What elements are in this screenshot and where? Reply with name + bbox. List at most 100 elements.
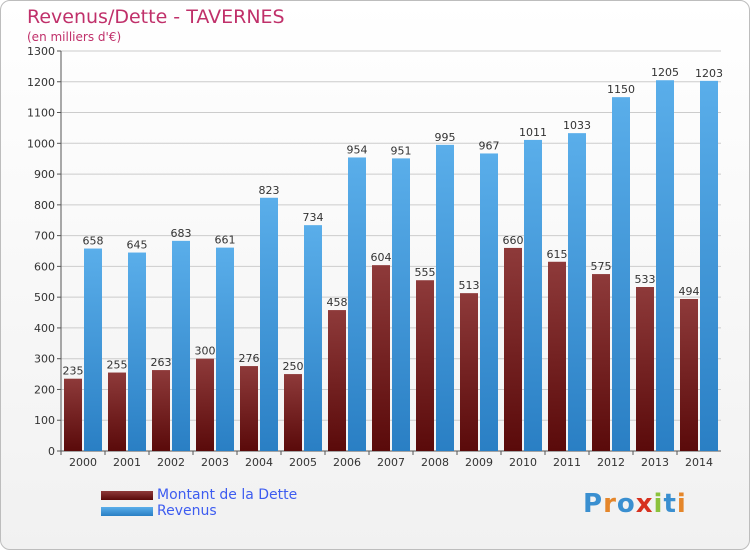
data-label-revenus: 661 xyxy=(215,234,236,247)
data-label-dette: 604 xyxy=(371,251,392,264)
x-tick-label: 2001 xyxy=(113,456,141,469)
bar-dette xyxy=(108,372,126,451)
y-tick-label: 300 xyxy=(34,353,55,366)
data-label-revenus: 658 xyxy=(83,235,104,248)
data-label-dette: 250 xyxy=(283,360,304,373)
x-tick-label: 2006 xyxy=(333,456,361,469)
bar-dette xyxy=(504,247,522,451)
data-label-revenus: 734 xyxy=(303,211,324,224)
y-tick-label: 200 xyxy=(34,383,55,396)
data-label-dette: 494 xyxy=(679,285,700,298)
x-tick-label: 2004 xyxy=(245,456,273,469)
bar-revenus xyxy=(84,248,102,451)
x-tick-label: 2000 xyxy=(69,456,97,469)
bar-revenus xyxy=(392,158,410,451)
y-tick-label: 700 xyxy=(34,230,55,243)
bar-revenus xyxy=(436,144,454,451)
bar-dette xyxy=(284,374,302,451)
legend-swatch-dette xyxy=(101,490,153,500)
y-tick-label: 1200 xyxy=(27,76,55,89)
logo-letter: i xyxy=(653,489,664,519)
bar-revenus xyxy=(216,247,234,451)
logo-letter: t xyxy=(663,489,677,519)
data-label-dette: 263 xyxy=(151,356,172,369)
x-tick-label: 2003 xyxy=(201,456,229,469)
bar-dette xyxy=(548,261,566,451)
x-tick-label: 2009 xyxy=(465,456,493,469)
x-tick-label: 2002 xyxy=(157,456,185,469)
bar-revenus xyxy=(524,139,542,451)
legend-label-dette: Montant de la Dette xyxy=(157,487,298,503)
data-label-revenus: 951 xyxy=(391,144,412,157)
data-label-dette: 458 xyxy=(327,296,348,309)
bar-dette xyxy=(416,280,434,451)
bar-dette xyxy=(240,366,258,451)
data-label-dette: 235 xyxy=(63,365,84,378)
data-label-dette: 513 xyxy=(459,279,480,292)
bar-revenus xyxy=(260,197,278,451)
data-label-revenus: 1011 xyxy=(519,126,547,139)
data-label-dette: 555 xyxy=(415,266,436,279)
bar-revenus xyxy=(304,225,322,451)
y-tick-label: 1300 xyxy=(27,45,55,58)
bar-dette xyxy=(372,265,390,451)
bar-dette xyxy=(636,287,654,451)
bar-revenus xyxy=(348,157,366,451)
data-label-revenus: 1203 xyxy=(695,67,723,80)
bar-revenus xyxy=(128,252,146,451)
data-label-revenus: 1205 xyxy=(651,66,679,79)
bar-dette xyxy=(460,293,478,451)
x-tick-label: 2014 xyxy=(685,456,713,469)
data-label-dette: 660 xyxy=(503,234,524,247)
data-label-revenus: 954 xyxy=(347,143,368,156)
legend-label-revenus: Revenus xyxy=(157,503,217,519)
data-label-revenus: 823 xyxy=(259,184,280,197)
data-label-dette: 255 xyxy=(107,359,128,372)
x-tick-label: 2007 xyxy=(377,456,405,469)
bar-dette xyxy=(680,299,698,451)
legend-swatch-revenus xyxy=(101,506,153,516)
logo-letter: P xyxy=(583,489,604,519)
bar-revenus xyxy=(480,153,498,451)
data-label-revenus: 683 xyxy=(171,227,192,240)
data-label-dette: 300 xyxy=(195,345,216,358)
logo-letter: i xyxy=(676,489,687,519)
data-label-revenus: 995 xyxy=(435,131,456,144)
logo-letter: o xyxy=(616,489,636,519)
y-tick-label: 1100 xyxy=(27,107,55,120)
bar-revenus xyxy=(568,133,586,451)
x-tick-label: 2010 xyxy=(509,456,537,469)
bar-dette xyxy=(152,370,170,451)
chart-title: Revenus/Dette - TAVERNES xyxy=(27,6,285,28)
y-tick-label: 0 xyxy=(48,445,55,458)
y-tick-label: 800 xyxy=(34,199,55,212)
y-tick-label: 900 xyxy=(34,168,55,181)
bar-revenus xyxy=(700,80,718,451)
bar-dette xyxy=(328,310,346,451)
y-tick-label: 400 xyxy=(34,322,55,335)
x-tick-label: 2012 xyxy=(597,456,625,469)
data-label-dette: 533 xyxy=(635,273,656,286)
logo-letter: x xyxy=(635,489,654,519)
legend: Montant de la Dette Revenus xyxy=(101,487,297,519)
x-tick-label: 2013 xyxy=(641,456,669,469)
legend-item-revenus: Revenus xyxy=(101,503,297,519)
data-label-revenus: 1033 xyxy=(563,119,591,132)
y-tick-label: 600 xyxy=(34,260,55,273)
y-tick-label: 100 xyxy=(34,414,55,427)
data-label-revenus: 645 xyxy=(127,239,148,252)
data-label-dette: 615 xyxy=(547,248,568,261)
logo-letter: r xyxy=(603,489,617,519)
legend-item-dette: Montant de la Dette xyxy=(101,487,297,503)
bar-dette xyxy=(196,358,214,451)
bar-revenus xyxy=(656,80,674,451)
bar-dette xyxy=(64,378,82,451)
data-label-revenus: 1150 xyxy=(607,83,635,96)
y-tick-label: 1000 xyxy=(27,137,55,150)
y-tick-label: 500 xyxy=(34,291,55,304)
chart-subtitle: (en milliers d'€) xyxy=(27,30,122,44)
bar-revenus xyxy=(612,97,630,452)
data-label-revenus: 967 xyxy=(479,139,500,152)
bar-revenus xyxy=(172,240,190,451)
